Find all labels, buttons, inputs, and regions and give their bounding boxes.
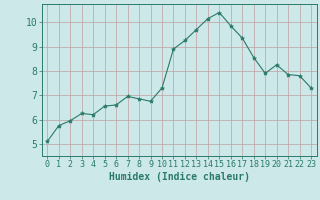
X-axis label: Humidex (Indice chaleur): Humidex (Indice chaleur) bbox=[109, 172, 250, 182]
